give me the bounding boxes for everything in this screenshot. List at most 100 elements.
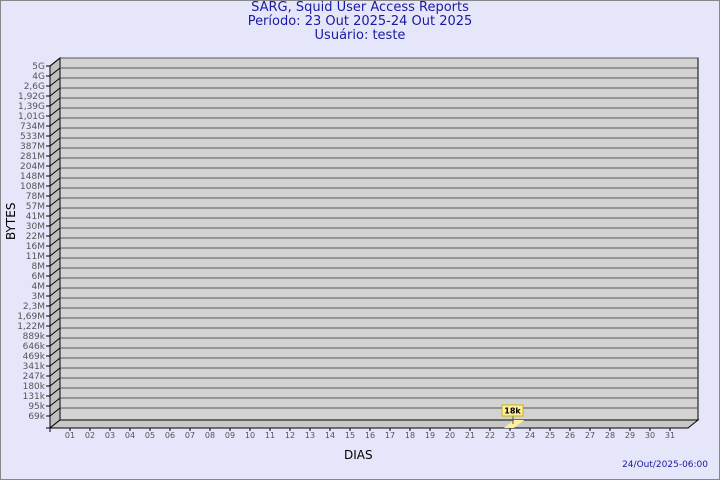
y-tick-label: 889k xyxy=(23,332,46,342)
y-tick-slant xyxy=(49,347,61,357)
y-tick-slant xyxy=(49,157,61,167)
x-tick-label: 02 xyxy=(85,431,95,440)
y-tick-label: 16M xyxy=(26,242,45,252)
x-tick-label: 13 xyxy=(305,431,315,440)
y-tick-slant xyxy=(49,147,61,157)
x-tick-label: 21 xyxy=(465,431,475,440)
x-tick-label: 11 xyxy=(265,431,275,440)
y-tick-label: 78M xyxy=(26,192,45,202)
y-tick-slant xyxy=(49,307,61,317)
x-tick-label: 01 xyxy=(65,431,75,440)
y-tick-label: 95k xyxy=(28,402,45,412)
y-tick-slant xyxy=(49,247,61,257)
data-label-box xyxy=(501,404,524,417)
y-tick-label: 533M xyxy=(20,132,45,142)
y-tick-slant xyxy=(49,297,61,307)
y-tick-slant xyxy=(49,277,61,287)
y-tick-label: 180k xyxy=(23,382,46,392)
y-tick-label: 4M xyxy=(32,282,46,292)
x-tick-label: 14 xyxy=(325,431,335,440)
y-tick-slant xyxy=(49,197,61,207)
x-tick-label: 25 xyxy=(545,431,555,440)
y-tick-label: 11M xyxy=(26,252,45,262)
x-tick-label: 04 xyxy=(125,431,135,440)
y-tick-label: 41M xyxy=(26,212,45,222)
x-tick-label: 18 xyxy=(405,431,415,440)
y-tick-slant xyxy=(49,267,61,277)
x-tick-label: 28 xyxy=(605,431,615,440)
y-tick-label: 2,3M xyxy=(23,302,45,312)
y-tick-slant xyxy=(49,357,61,367)
y-tick-label: 4G xyxy=(32,72,45,82)
x-tick-label: 16 xyxy=(365,431,375,440)
x-tick-label: 20 xyxy=(445,431,455,440)
bar-day-23 xyxy=(504,420,524,428)
y-tick-slant xyxy=(49,107,61,117)
x-tick-label: 17 xyxy=(385,431,395,440)
x-tick-label: 15 xyxy=(345,431,355,440)
x-axis-label: DIAS xyxy=(344,448,373,462)
x-tick-label: 07 xyxy=(185,431,195,440)
x-tick-label: 24 xyxy=(525,431,535,440)
back-wall xyxy=(59,57,699,421)
y-tick-slant xyxy=(49,87,61,97)
y-tick-label: 387M xyxy=(20,142,45,152)
x-tick-label: 30 xyxy=(645,431,655,440)
y-tick-label: 2,6G xyxy=(24,82,45,92)
x-tick-label: 27 xyxy=(585,431,595,440)
y-tick-label: 204M xyxy=(20,162,45,172)
floor xyxy=(48,419,700,429)
y-tick-slant xyxy=(49,407,61,417)
y-tick-slant xyxy=(49,137,61,147)
y-tick-label: 734M xyxy=(20,122,45,132)
y-tick-label: 1,22M xyxy=(17,322,45,332)
y-tick-label: 131k xyxy=(23,392,46,402)
y-tick-label: 1,69M xyxy=(17,312,45,322)
y-tick-slant xyxy=(49,377,61,387)
y-tick-label: 247k xyxy=(23,372,46,382)
y-tick-label: 1,39G xyxy=(18,102,45,112)
x-tick-label: 06 xyxy=(165,431,175,440)
y-tick-label: 8M xyxy=(32,262,46,272)
y-tick-label: 5G xyxy=(32,62,45,72)
y-tick-slant xyxy=(49,287,61,297)
y-tick-label: 148M xyxy=(20,172,45,182)
x-tick-label: 03 xyxy=(105,431,115,440)
y-tick-label: 1,01G xyxy=(18,112,45,122)
chart-title: SARG, Squid User Access Reports xyxy=(251,0,469,15)
timestamp: 24/Out/2025-06:00 xyxy=(622,460,708,470)
x-tick-label: 10 xyxy=(245,431,255,440)
y-tick-slant xyxy=(49,207,61,217)
y-tick-slant xyxy=(49,257,61,267)
data-label: 18k xyxy=(504,407,521,416)
y-tick-label: 3M xyxy=(32,292,46,302)
y-tick-label: 341k xyxy=(23,362,46,372)
y-tick-slant xyxy=(49,67,61,77)
y-tick-slant xyxy=(49,127,61,137)
y-tick-label: 281M xyxy=(20,152,45,162)
y-tick-slant xyxy=(49,57,61,67)
x-tick-label: 22 xyxy=(485,431,495,440)
y-tick-label: 1,92G xyxy=(18,92,45,102)
y-tick-label: 22M xyxy=(26,232,45,242)
y-tick-label: 469k xyxy=(23,352,46,362)
chart-user: Usuário: teste xyxy=(314,28,406,43)
y-tick-slant xyxy=(49,217,61,227)
y-tick-slant xyxy=(49,317,61,327)
y-tick-slant xyxy=(49,387,61,397)
y-tick-slant xyxy=(49,337,61,347)
x-tick-label: 19 xyxy=(425,431,435,440)
y-tick-slant xyxy=(49,227,61,237)
y-tick-slant xyxy=(49,167,61,177)
x-tick-label: 09 xyxy=(225,431,235,440)
y-tick-slant xyxy=(49,117,61,127)
y-tick-label: 69k xyxy=(28,412,45,422)
y-tick-slant xyxy=(49,367,61,377)
y-tick-slant xyxy=(49,187,61,197)
y-tick-slant xyxy=(49,397,61,407)
y-tick-slant xyxy=(49,327,61,337)
y-tick-label: 108M xyxy=(20,182,45,192)
y-tick-label: 646k xyxy=(23,342,46,352)
y-tick-slant xyxy=(49,97,61,107)
y-tick-slant xyxy=(49,77,61,87)
